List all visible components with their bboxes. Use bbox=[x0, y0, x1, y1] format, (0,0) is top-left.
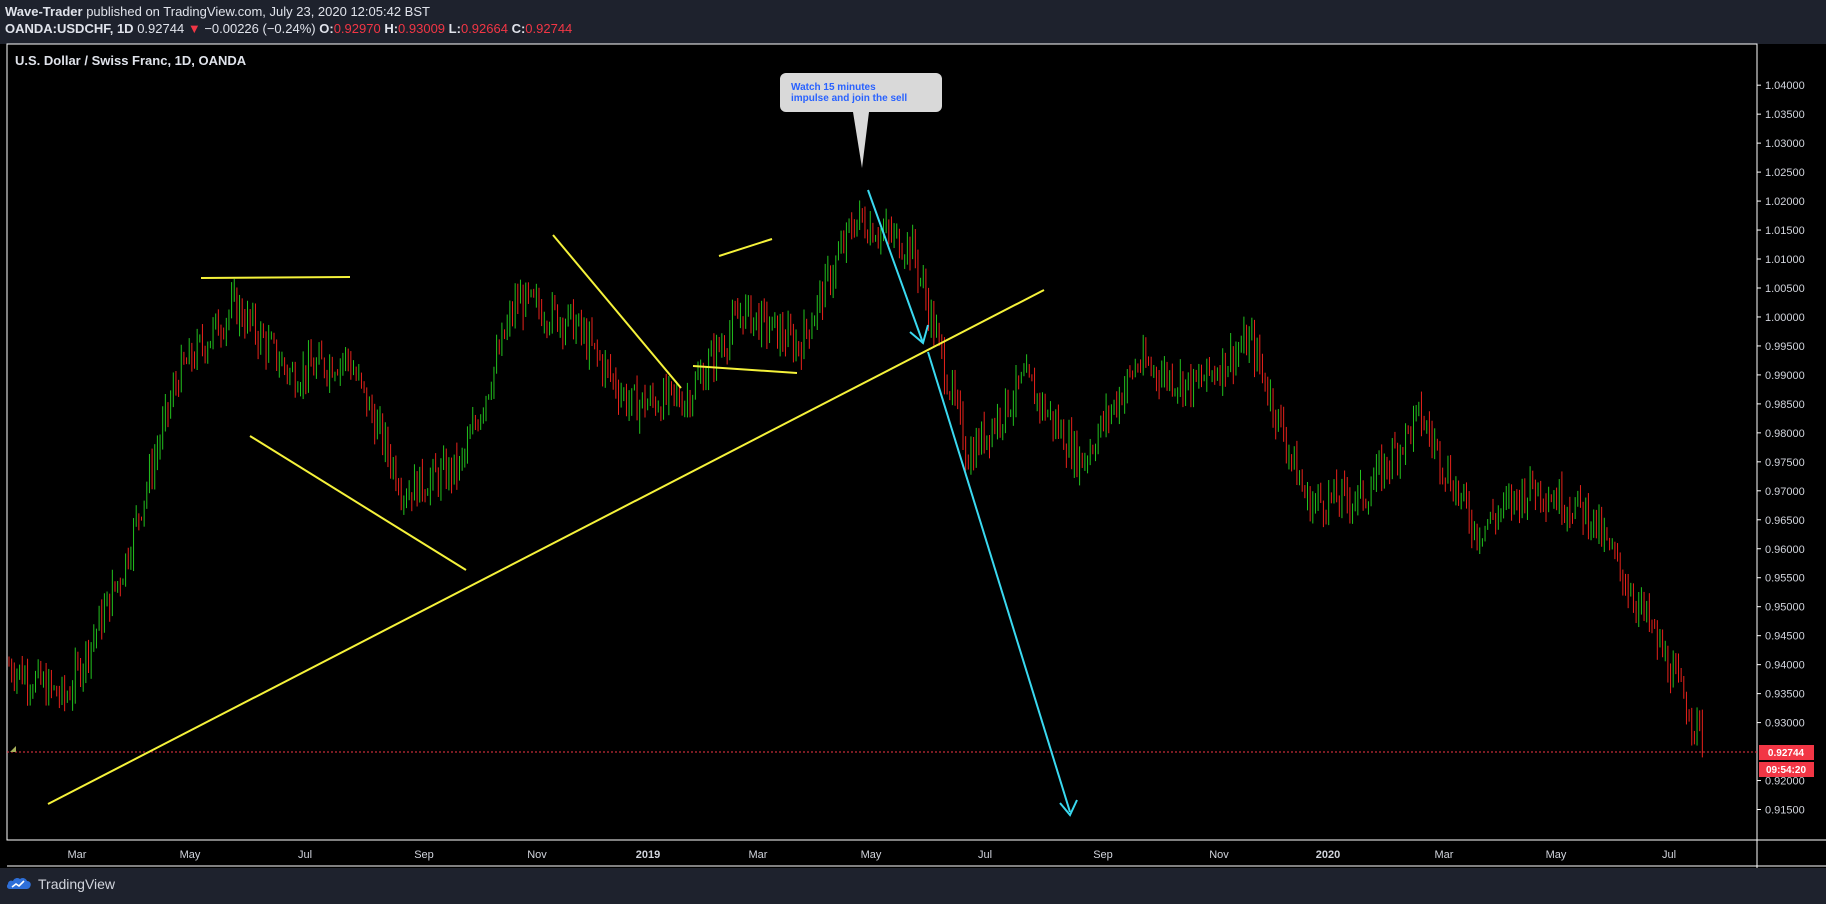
rising-support-trendline[interactable] bbox=[47, 289, 1045, 805]
candlestick-series bbox=[8, 200, 1703, 758]
open-value: 0.92970 bbox=[333, 21, 381, 36]
falling-resistance-line[interactable] bbox=[552, 234, 682, 389]
price-marker-icon bbox=[10, 746, 16, 752]
published-text: published on TradingView.com, July 23, 2… bbox=[86, 4, 430, 19]
long-arrowhead-icon[interactable] bbox=[1059, 799, 1078, 817]
time-tick-label: 2020 bbox=[1316, 849, 1340, 861]
chart-title: U.S. Dollar / Swiss Franc, 1D, OANDA bbox=[15, 53, 247, 68]
price-tick-label: 1.01000 bbox=[1765, 254, 1805, 266]
annotation-line-1: Watch 15 minutes bbox=[791, 82, 876, 93]
time-tick-label: Sep bbox=[414, 849, 434, 861]
brand-name: TradingView bbox=[38, 876, 116, 892]
price-tick-label: 0.95500 bbox=[1765, 573, 1805, 585]
price-tick-label: 1.02500 bbox=[1765, 167, 1805, 179]
projection-arrows[interactable] bbox=[867, 189, 1078, 817]
price-tick-label: 0.94000 bbox=[1765, 660, 1805, 672]
price-axis[interactable]: 1.04000 1.03500 1.03000 1.02500 1.02000 1.015… bbox=[1757, 80, 1805, 817]
price-tick-label: 1.04000 bbox=[1765, 80, 1805, 92]
price-tick-label: 1.01500 bbox=[1765, 225, 1805, 237]
short-arrowhead-icon[interactable] bbox=[909, 324, 929, 345]
annotation-line-2: impulse and join the sell bbox=[791, 93, 907, 104]
trendline-drawings[interactable] bbox=[47, 234, 1045, 805]
time-tick-label: Mar bbox=[68, 849, 87, 861]
short-projection-line[interactable] bbox=[867, 189, 924, 344]
last-price-label: 0.92744 bbox=[1768, 748, 1805, 759]
flag-lower-line[interactable] bbox=[692, 365, 798, 374]
plot-area-border bbox=[6, 43, 1758, 841]
price-tick-label: 0.99000 bbox=[1765, 370, 1805, 382]
time-tick-label: Nov bbox=[1209, 849, 1229, 861]
time-tick-label: May bbox=[1546, 849, 1567, 861]
time-tick-label: Nov bbox=[527, 849, 547, 861]
price-tick-label: 0.96000 bbox=[1765, 544, 1805, 556]
price-tick-label: 0.93000 bbox=[1765, 718, 1805, 730]
time-tick-label: Sep bbox=[1093, 849, 1113, 861]
time-tick-label: Mar bbox=[749, 849, 768, 861]
down-arrow-icon: ▼ bbox=[187, 21, 201, 36]
low-label: L: bbox=[448, 21, 461, 36]
price-tick-label: 0.96500 bbox=[1765, 515, 1805, 527]
symbol-info: OANDA:USDCHF, 1D 0.92744 ▼ −0.00226 (−0.… bbox=[5, 21, 572, 36]
resistance-top-line[interactable] bbox=[200, 276, 351, 279]
time-tick-label: Jul bbox=[298, 849, 312, 861]
time-tick-label: May bbox=[861, 849, 882, 861]
price-tick-label: 0.98000 bbox=[1765, 428, 1805, 440]
chart-frame[interactable] bbox=[7, 44, 1826, 868]
price-tick-label: 0.92000 bbox=[1765, 776, 1805, 788]
price-tick-label: 1.02000 bbox=[1765, 196, 1805, 208]
low-value: 0.92664 bbox=[460, 21, 508, 36]
tradingview-logo[interactable]: TradingView bbox=[6, 876, 115, 892]
price-change: −0.00226 (−0.24%) bbox=[204, 21, 316, 36]
price-tick-label: 0.99500 bbox=[1765, 341, 1805, 353]
header-bar: Wave-Trader published on TradingView.com… bbox=[0, 0, 1826, 44]
time-tick-label: Jul bbox=[1662, 849, 1676, 861]
close-label: C: bbox=[511, 21, 526, 36]
time-axis[interactable]: Mar May Jul Sep Nov 2019 Mar May Jul Sep Nov 2020 Ma… bbox=[68, 849, 1677, 861]
time-tick-label: May bbox=[180, 849, 201, 861]
symbol-label: OANDA:USDCHF, 1D bbox=[5, 21, 134, 36]
countdown-label: 09:54:20 bbox=[1766, 765, 1806, 776]
annotation-callout[interactable]: Watch 15 minutes impulse and join the se… bbox=[780, 73, 942, 168]
price-tick-label: 0.97500 bbox=[1765, 457, 1805, 469]
price-tick-label: 0.94500 bbox=[1765, 631, 1805, 643]
time-tick-label: 2019 bbox=[636, 849, 660, 861]
footer-bar bbox=[0, 868, 1826, 904]
price-tick-label: 0.97000 bbox=[1765, 486, 1805, 498]
price-tick-label: 0.91500 bbox=[1765, 805, 1805, 817]
last-price-badge: 0.92744 09:54:20 bbox=[1759, 745, 1814, 777]
time-tick-label: Mar bbox=[1435, 849, 1454, 861]
time-tick-label: Jul bbox=[978, 849, 992, 861]
high-value: 0.93009 bbox=[398, 21, 446, 36]
high-label: H: bbox=[384, 21, 399, 36]
last-price: 0.92744 bbox=[137, 21, 185, 36]
price-tick-label: 1.03000 bbox=[1765, 138, 1805, 150]
author-name[interactable]: Wave-Trader bbox=[5, 4, 83, 19]
close-value: 0.92744 bbox=[525, 21, 573, 36]
long-projection-line[interactable] bbox=[927, 351, 1071, 813]
falling-support-line[interactable] bbox=[249, 435, 467, 571]
open-label: O: bbox=[319, 21, 334, 36]
flag-upper-line[interactable] bbox=[718, 238, 773, 257]
price-tick-label: 0.98500 bbox=[1765, 399, 1805, 411]
price-tick-label: 1.00000 bbox=[1765, 312, 1805, 324]
publish-info: Wave-Trader published on TradingView.com… bbox=[5, 4, 430, 19]
price-tick-label: 1.03500 bbox=[1765, 109, 1805, 121]
price-tick-label: 0.95000 bbox=[1765, 602, 1805, 614]
price-tick-label: 0.93500 bbox=[1765, 689, 1805, 701]
tradingview-logo-icon bbox=[6, 877, 31, 889]
price-tick-label: 1.00500 bbox=[1765, 283, 1805, 295]
